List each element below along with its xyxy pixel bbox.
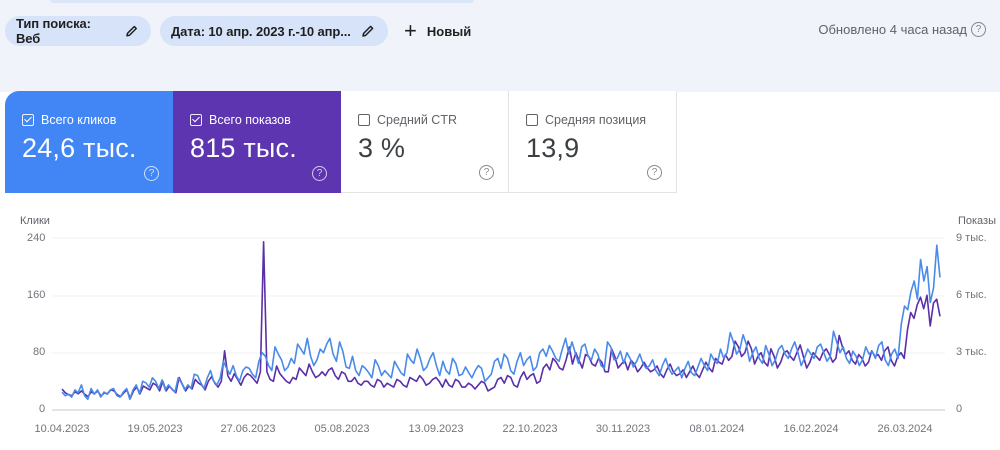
new-filter-button[interactable]: + Новый — [404, 16, 471, 46]
x-tick: 19.05.2023 — [127, 423, 183, 435]
metric-label: Всего показов — [209, 113, 291, 127]
date-range-chip[interactable]: Дата: 10 апр. 2023 г.-10 апр... — [160, 16, 388, 46]
help-icon[interactable]: ? — [312, 166, 327, 181]
last-updated: Обновлено 4 часа назад ? — [818, 22, 986, 37]
y-tick-right: 9 тыс. — [956, 232, 987, 244]
metric-card-clicks[interactable]: Всего кликов 24,6 тыс. ? — [5, 91, 173, 193]
search-bar-edge[interactable] — [50, 0, 474, 3]
date-range-label: Дата: 10 апр. 2023 г.-10 апр... — [171, 23, 351, 39]
y-tick-right: 3 тыс. — [956, 346, 987, 358]
checkbox-icon[interactable] — [526, 114, 538, 126]
x-tick: 08.01.2024 — [689, 423, 745, 435]
metric-label: Средний CTR — [377, 113, 457, 127]
performance-chart[interactable]: Клики Показы 240 160 80 0 9 тыс. 6 тыс. … — [0, 205, 1000, 450]
metric-label: Средняя позиция — [545, 113, 647, 127]
metric-value: 3 % — [358, 133, 406, 163]
y-tick-left: 160 — [27, 289, 46, 301]
x-tick: 05.08.2023 — [314, 423, 370, 435]
checkbox-icon[interactable] — [358, 114, 370, 126]
x-tick: 27.06.2023 — [220, 423, 276, 435]
search-type-chip[interactable]: Тип поиска: Веб — [5, 16, 151, 46]
metric-card-impressions[interactable]: Всего показов 815 тыс. ? — [173, 91, 341, 193]
y-axis-right-title: Показы — [957, 215, 996, 227]
metric-label: Всего кликов — [41, 113, 117, 127]
metric-card-position[interactable]: Средняя позиция 13,9 ? — [509, 91, 677, 193]
edit-pencil-icon[interactable] — [361, 24, 375, 38]
chart-plot-area[interactable] — [0, 205, 1000, 450]
metric-value: 815 тыс. — [190, 133, 297, 163]
y-tick-left: 0 — [39, 403, 46, 415]
x-tick: 30.11.2023 — [595, 423, 651, 435]
help-icon[interactable]: ? — [647, 165, 662, 180]
y-tick-right: 0 — [956, 403, 963, 415]
x-tick: 10.04.2023 — [34, 423, 90, 435]
search-type-label: Тип поиска: Веб — [16, 16, 91, 46]
y-tick-left: 80 — [33, 346, 46, 358]
metric-cards: Всего кликов 24,6 тыс. ? Всего показов 8… — [5, 91, 677, 193]
filter-bar: Тип поиска: Веб Дата: 10 апр. 2023 г.-10… — [0, 0, 1000, 92]
x-tick: 13.09.2023 — [408, 423, 464, 435]
help-icon[interactable]: ? — [144, 166, 159, 181]
new-filter-label: Новый — [426, 23, 472, 39]
x-tick: 22.10.2023 — [502, 423, 558, 435]
y-tick-right: 6 тыс. — [956, 289, 987, 301]
x-tick: 26.03.2024 — [877, 423, 933, 435]
checkbox-icon[interactable] — [190, 114, 202, 126]
metric-value: 24,6 тыс. — [22, 133, 137, 163]
plus-icon: + — [404, 18, 417, 43]
metric-value: 13,9 — [526, 133, 580, 163]
checkbox-icon[interactable] — [22, 114, 34, 126]
x-tick: 16.02.2024 — [783, 423, 839, 435]
y-axis-left-title: Клики — [20, 215, 50, 227]
metric-card-ctr[interactable]: Средний CTR 3 % ? — [341, 91, 509, 193]
help-icon[interactable]: ? — [971, 22, 986, 37]
last-updated-text: Обновлено 4 часа назад — [818, 22, 967, 37]
y-tick-left: 240 — [27, 232, 46, 244]
edit-pencil-icon[interactable] — [125, 24, 139, 38]
help-icon[interactable]: ? — [479, 165, 494, 180]
